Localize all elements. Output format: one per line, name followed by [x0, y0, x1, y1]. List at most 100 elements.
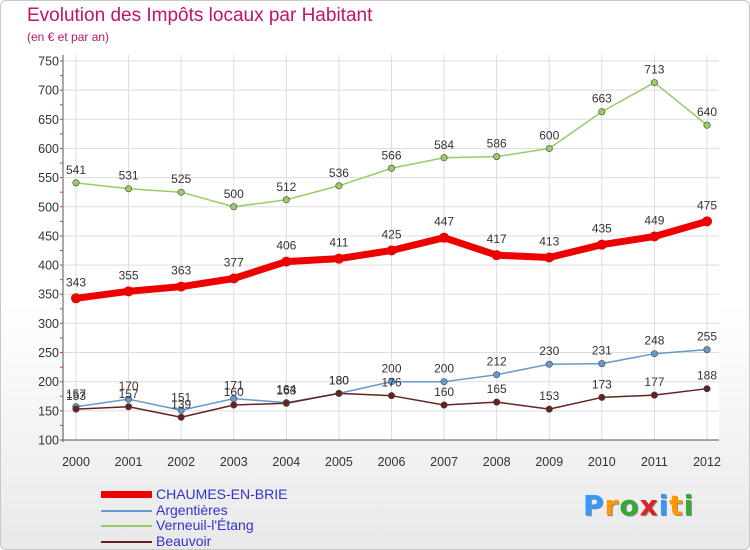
chart-subtitle: (en € et par an) [27, 30, 110, 44]
legend: CHAUMES-EN-BRIE Argentières Verneuil-l'É… [101, 487, 287, 549]
data-label-chaumes-en-brie-2012: 475 [697, 198, 717, 212]
data-label-argentieres-2008: 212 [487, 355, 507, 369]
data-label-argentieres-2012: 255 [697, 330, 717, 344]
data-point-argentieres-2011 [650, 350, 658, 358]
data-label-chaumes-en-brie-2009: 413 [539, 234, 559, 248]
data-label-verneuil-l-etang-2009: 600 [539, 128, 559, 142]
data-label-chaumes-en-brie-2007: 447 [434, 215, 454, 229]
data-point-verneuil-l-etang-2000 [72, 179, 80, 187]
y-tick-label-250: 250 [38, 346, 59, 360]
data-label-verneuil-l-etang-2003: 500 [224, 187, 244, 201]
data-label-argentieres-2000: 157 [66, 387, 86, 401]
data-label-argentieres-2002: 151 [171, 390, 191, 404]
data-point-verneuil-l-etang-2001 [125, 185, 133, 193]
data-label-argentieres-2011: 248 [644, 334, 664, 348]
x-tick-label-2008: 2008 [483, 455, 511, 469]
data-point-argentieres-2002 [177, 406, 185, 414]
data-label-chaumes-en-brie-2006: 425 [381, 228, 401, 242]
data-label-chaumes-en-brie-2003: 377 [224, 255, 244, 269]
legend-label-beauvoir: Beauvoir [156, 532, 212, 549]
data-label-verneuil-l-etang-2001: 531 [119, 169, 139, 183]
data-label-verneuil-l-etang-2002: 525 [171, 172, 191, 186]
y-tick-label-100: 100 [38, 434, 59, 448]
data-label-beauvoir-2001: 157 [119, 387, 139, 401]
data-label-verneuil-l-etang-2006: 566 [381, 148, 401, 162]
data-label-argentieres-2003: 171 [224, 379, 244, 393]
data-point-chaumes-en-brie-2000 [71, 293, 81, 304]
data-label-argentieres-2006: 200 [381, 362, 401, 376]
y-tick-label-150: 150 [38, 404, 59, 418]
chart-title: Evolution des Impôts locaux par Habitant [27, 5, 373, 26]
x-tick-label-2007: 2007 [430, 455, 458, 469]
data-point-verneuil-l-etang-2011 [650, 79, 658, 87]
data-label-beauvoir-2009: 153 [539, 389, 559, 403]
data-point-chaumes-en-brie-2005 [333, 253, 344, 264]
x-tick-label-2003: 2003 [220, 455, 248, 469]
data-label-beauvoir-2004: 163 [276, 383, 296, 397]
data-point-verneuil-l-etang-2003 [230, 203, 238, 211]
data-point-beauvoir-2010 [598, 393, 606, 401]
data-point-beauvoir-2012 [703, 385, 711, 393]
y-tick-label-300: 300 [38, 317, 59, 331]
data-point-beauvoir-2005 [335, 389, 343, 397]
data-label-beauvoir-2002: 139 [171, 397, 191, 411]
x-tick-label-2006: 2006 [378, 455, 406, 469]
data-label-beauvoir-2012: 188 [697, 369, 717, 383]
y-tick-label-750: 750 [38, 55, 59, 69]
legend-swatch-beauvoir [101, 540, 152, 543]
data-point-chaumes-en-brie-2003 [228, 273, 239, 284]
data-label-chaumes-en-brie-2001: 355 [119, 268, 139, 282]
data-point-argentieres-2010 [598, 360, 606, 368]
data-point-chaumes-en-brie-2012 [702, 216, 712, 227]
legend-swatch-verneuil [101, 525, 152, 527]
data-point-verneuil-l-etang-2012 [703, 121, 711, 129]
data-label-beauvoir-2003: 160 [224, 385, 244, 399]
legend-item-verneuil: Verneuil-l'Étang [101, 518, 287, 534]
x-tick-label-2004: 2004 [272, 455, 300, 469]
y-tick-label-600: 600 [38, 142, 59, 156]
data-point-verneuil-l-etang-2005 [335, 182, 343, 190]
proxiti-logo: Proxiti [583, 489, 695, 522]
data-point-beauvoir-2003 [230, 401, 238, 409]
data-label-chaumes-en-brie-2005: 411 [329, 236, 348, 250]
data-point-argentieres-2001 [125, 395, 133, 403]
x-tick-label-2005: 2005 [325, 455, 353, 469]
data-label-chaumes-en-brie-2010: 435 [592, 222, 612, 236]
y-tick-label-450: 450 [38, 229, 59, 243]
data-point-chaumes-en-brie-2006 [386, 245, 397, 256]
legend-item-chaumes: CHAUMES-EN-BRIE [101, 487, 287, 503]
data-label-beauvoir-2010: 173 [592, 377, 612, 391]
data-label-beauvoir-2000: 153 [66, 389, 86, 403]
x-tick-label-2000: 2000 [62, 455, 90, 469]
data-point-chaumes-en-brie-2004 [281, 256, 292, 267]
legend-swatch-argentieres [101, 509, 152, 512]
data-point-argentieres-2006 [387, 378, 395, 386]
y-tick-label-500: 500 [38, 200, 59, 214]
data-point-verneuil-l-etang-2009 [545, 144, 553, 152]
data-point-verneuil-l-etang-2006 [387, 164, 395, 172]
data-label-verneuil-l-etang-2012: 640 [697, 105, 717, 119]
data-label-verneuil-l-etang-2005: 536 [329, 166, 349, 180]
data-point-beauvoir-2006 [387, 392, 395, 400]
data-label-verneuil-l-etang-2008: 586 [487, 137, 507, 151]
data-point-verneuil-l-etang-2002 [177, 188, 185, 196]
data-point-argentieres-2008 [493, 371, 501, 379]
data-point-beauvoir-2007 [440, 401, 448, 409]
x-tick-label-2010: 2010 [588, 455, 616, 469]
data-point-chaumes-en-brie-2007 [439, 232, 450, 243]
data-label-beauvoir-2007: 160 [434, 385, 454, 399]
data-point-beauvoir-2011 [650, 391, 658, 399]
data-label-argentieres-2010: 231 [592, 344, 612, 358]
data-point-argentieres-2007 [440, 378, 448, 386]
data-label-argentieres-2009: 230 [539, 344, 559, 358]
legend-label-chaumes: CHAUMES-EN-BRIE [156, 486, 288, 502]
data-label-verneuil-l-etang-2007: 584 [434, 138, 454, 152]
y-tick-label-400: 400 [38, 259, 59, 273]
data-point-chaumes-en-brie-2002 [176, 281, 187, 292]
data-label-argentieres-2007: 200 [434, 362, 454, 376]
data-label-beauvoir-2008: 165 [487, 382, 507, 396]
y-tick-label-700: 700 [38, 84, 59, 98]
y-tick-label-650: 650 [38, 113, 59, 127]
x-tick-label-2012: 2012 [693, 455, 721, 469]
data-point-beauvoir-2008 [493, 398, 501, 406]
